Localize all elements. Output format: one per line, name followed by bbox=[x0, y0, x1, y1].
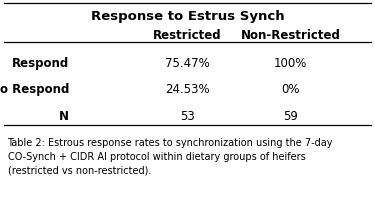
Text: Non-Restricted: Non-Restricted bbox=[241, 29, 340, 42]
Text: 100%: 100% bbox=[274, 57, 308, 69]
Text: 0%: 0% bbox=[281, 83, 300, 96]
Text: 75.47%: 75.47% bbox=[165, 57, 210, 69]
Text: Restricted: Restricted bbox=[153, 29, 222, 42]
Text: Response to Estrus Synch: Response to Estrus Synch bbox=[91, 10, 284, 23]
Text: N: N bbox=[59, 109, 69, 122]
Text: 59: 59 bbox=[283, 109, 298, 122]
Text: Respond: Respond bbox=[12, 57, 69, 69]
Text: No Respond: No Respond bbox=[0, 83, 69, 96]
Text: 53: 53 bbox=[180, 109, 195, 122]
Text: Table 2: Estrous response rates to synchronization using the 7-day
CO-Synch + CI: Table 2: Estrous response rates to synch… bbox=[8, 137, 333, 174]
Text: 24.53%: 24.53% bbox=[165, 83, 210, 96]
